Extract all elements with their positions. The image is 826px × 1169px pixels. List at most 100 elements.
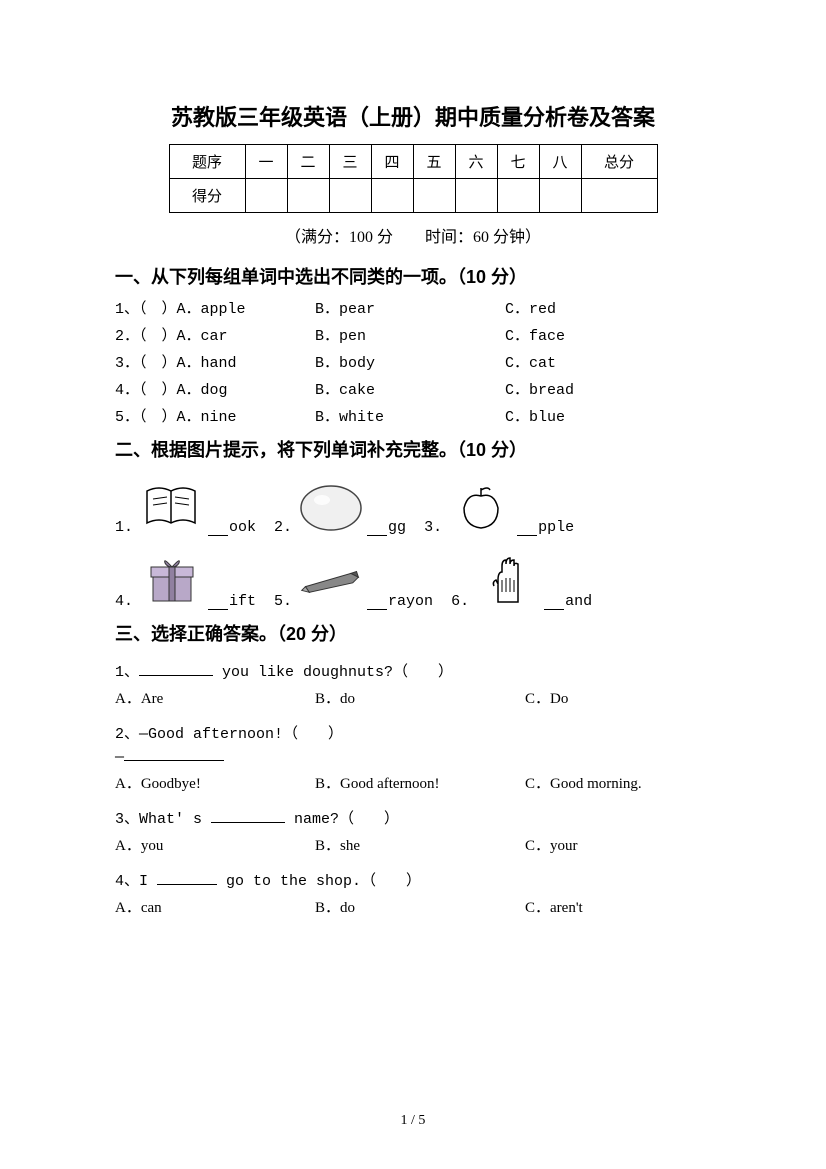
q-post: name?（ ） xyxy=(285,811,399,828)
opt-a: A．can xyxy=(115,896,315,917)
opt-b: B．Good afternoon! xyxy=(315,772,525,793)
col-5: 五 xyxy=(413,145,455,179)
s3-q2-response: — xyxy=(115,747,711,766)
col-7: 七 xyxy=(497,145,539,179)
opt-a: 5．（ ）A．nine xyxy=(115,405,315,426)
hand-icon xyxy=(473,550,543,610)
cell xyxy=(539,179,581,213)
cell xyxy=(371,179,413,213)
opt-b: B．pen xyxy=(315,324,505,345)
col-1: 一 xyxy=(245,145,287,179)
fill-blank[interactable] xyxy=(124,747,224,761)
col-8: 八 xyxy=(539,145,581,179)
fill-blank[interactable] xyxy=(208,522,228,536)
opt-a: A．Are xyxy=(115,687,315,708)
opt-c: C．Do xyxy=(525,687,705,708)
fill-blank[interactable] xyxy=(367,596,387,610)
col-4: 四 xyxy=(371,145,413,179)
s1-item-3: 3．（ ）A．hand B．body C．cat xyxy=(115,351,711,372)
apple-icon xyxy=(446,476,516,536)
section3-title: 三、选择正确答案。（20 分） xyxy=(115,620,711,646)
opt-a: 3．（ ）A．hand xyxy=(115,351,315,372)
s2-row1: 1. ook 2. gg 3. xyxy=(115,476,711,536)
table-row: 得分 xyxy=(169,179,657,213)
item-num: 3. xyxy=(424,519,442,536)
q-pre: 4、I xyxy=(115,873,157,890)
s3-q4-opts: A．can B．do C．aren't xyxy=(115,896,711,917)
opt-a: 1、（ ）A．apple xyxy=(115,297,315,318)
s1-item-1: 1、（ ）A．apple B．pear C．red xyxy=(115,297,711,318)
opt-b: B．body xyxy=(315,351,505,372)
col-6: 六 xyxy=(455,145,497,179)
cell xyxy=(245,179,287,213)
s3-q2-opts: A．Goodbye! B．Good afternoon! C．Good morn… xyxy=(115,772,711,793)
s1-item-4: 4．（ ）A．dog B．cake C．bread xyxy=(115,378,711,399)
cell xyxy=(497,179,539,213)
s2-item-6: 6. and xyxy=(451,550,592,610)
book-icon xyxy=(137,476,207,536)
suffix: gg xyxy=(388,519,406,536)
opt-b: B．cake xyxy=(315,378,505,399)
opt-c: C．blue xyxy=(505,405,665,426)
opt-a: A．Goodbye! xyxy=(115,772,315,793)
row1-label: 题序 xyxy=(169,145,245,179)
s2-item-5: 5. rayon xyxy=(274,550,433,610)
suffix: and xyxy=(565,593,592,610)
suffix: ook xyxy=(229,519,256,536)
s2-item-4: 4. ift xyxy=(115,550,256,610)
opt-b: B．she xyxy=(315,834,525,855)
suffix: ift xyxy=(229,593,256,610)
fill-blank[interactable] xyxy=(139,662,213,676)
opt-a: A．you xyxy=(115,834,315,855)
opt-a: 2．（ ）A．car xyxy=(115,324,315,345)
cell xyxy=(455,179,497,213)
s3-q1-opts: A．Are B．do C．Do xyxy=(115,687,711,708)
opt-b: B．pear xyxy=(315,297,505,318)
opt-b: B．white xyxy=(315,405,505,426)
section1-title: 一、从下列每组单词中选出不同类的一项。（10 分） xyxy=(115,263,711,289)
s2-item-3: 3. pple xyxy=(424,476,574,536)
page-title: 苏教版三年级英语（上册）期中质量分析卷及答案 xyxy=(115,100,711,132)
item-num: 4. xyxy=(115,593,133,610)
col-3: 三 xyxy=(329,145,371,179)
s2-row2: 4. ift 5. rayon 6. xyxy=(115,550,711,610)
fill-blank[interactable] xyxy=(544,596,564,610)
fill-blank[interactable] xyxy=(517,522,537,536)
cell xyxy=(581,179,657,213)
fill-blank[interactable] xyxy=(208,596,228,610)
q-pre: 3、What' s xyxy=(115,811,211,828)
s2-item-1: 1. ook xyxy=(115,476,256,536)
s3-q3-opts: A．you B．she C．your xyxy=(115,834,711,855)
cell xyxy=(329,179,371,213)
table-row: 题序 一 二 三 四 五 六 七 八 总分 xyxy=(169,145,657,179)
fill-blank[interactable] xyxy=(367,522,387,536)
s3-q1: 1、 you like doughnuts?（ ） xyxy=(115,660,711,681)
q-pre: 1、 xyxy=(115,664,139,681)
opt-a: 4．（ ）A．dog xyxy=(115,378,315,399)
crayon-icon xyxy=(296,550,366,610)
dash-prefix: — xyxy=(115,749,124,766)
gift-icon xyxy=(137,550,207,610)
item-num: 2. xyxy=(274,519,292,536)
fill-blank[interactable] xyxy=(211,809,285,823)
suffix: rayon xyxy=(388,593,433,610)
opt-b: B．do xyxy=(315,687,525,708)
s2-item-2: 2. gg xyxy=(274,476,406,536)
opt-c: C．your xyxy=(525,834,705,855)
s3-q4: 4、I go to the shop.（ ） xyxy=(115,869,711,890)
col-total: 总分 xyxy=(581,145,657,179)
score-table: 题序 一 二 三 四 五 六 七 八 总分 得分 xyxy=(169,144,658,213)
cell xyxy=(413,179,455,213)
opt-b: B．do xyxy=(315,896,525,917)
opt-c: C．face xyxy=(505,324,665,345)
s3-q3: 3、What' s name?（ ） xyxy=(115,807,711,828)
item-num: 1. xyxy=(115,519,133,536)
q-post: go to the shop.（ ） xyxy=(217,873,421,890)
section2-title: 二、根据图片提示，将下列单词补充完整。（10 分） xyxy=(115,436,711,462)
fill-blank[interactable] xyxy=(157,871,217,885)
item-num: 5. xyxy=(274,593,292,610)
suffix: pple xyxy=(538,519,574,536)
opt-c: C．cat xyxy=(505,351,665,372)
s3-q2: 2、—Good afternoon!（ ） xyxy=(115,722,711,743)
opt-c: C．Good morning. xyxy=(525,772,705,793)
